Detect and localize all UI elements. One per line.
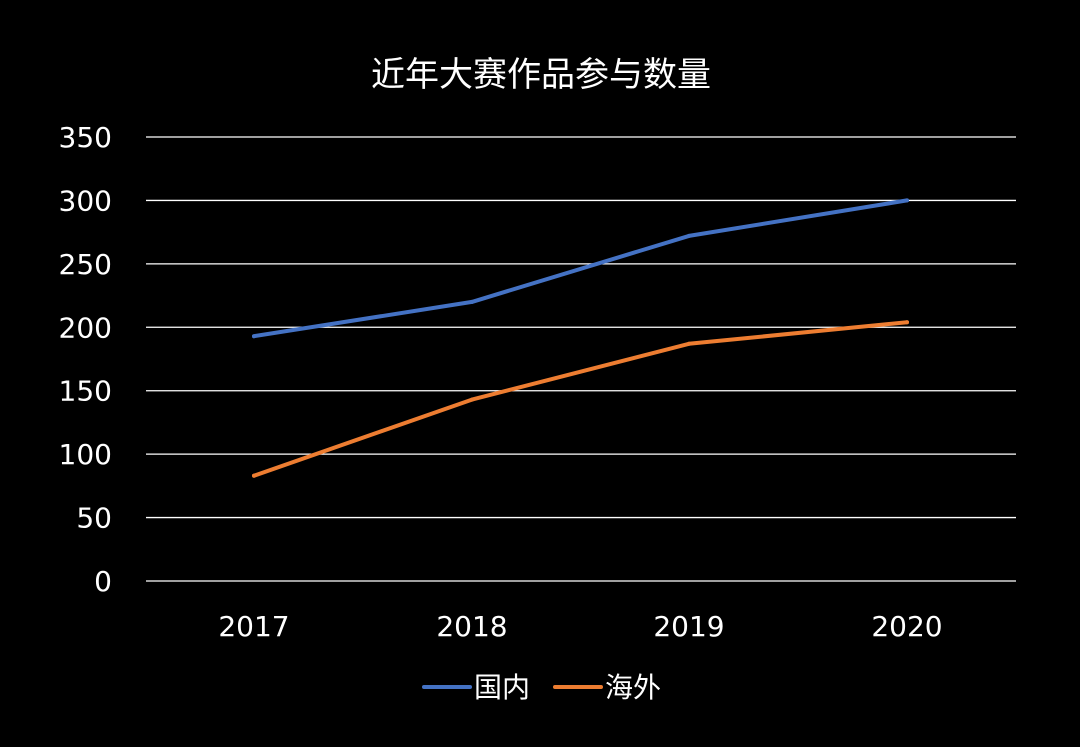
data-point xyxy=(470,299,474,304)
legend: 国内 海外 xyxy=(422,671,661,704)
y-tick-label: 50 xyxy=(76,502,112,535)
y-tick-label: 100 xyxy=(59,438,112,471)
gridlines xyxy=(146,136,1016,582)
data-point xyxy=(905,198,909,203)
y-axis-ticks: 0 50 100 150 200 250 300 350 xyxy=(59,121,112,598)
y-tick-label: 0 xyxy=(94,565,112,598)
legend-label: 海外 xyxy=(605,671,661,704)
x-axis-ticks: 2017 2018 2019 2020 xyxy=(218,610,942,643)
legend-label: 国内 xyxy=(474,671,530,704)
y-tick-label: 300 xyxy=(59,184,112,217)
y-tick-label: 150 xyxy=(59,375,112,408)
series-lines xyxy=(252,198,909,478)
y-tick-label: 350 xyxy=(59,121,112,154)
y-tick-label: 250 xyxy=(59,248,112,281)
data-point xyxy=(470,397,474,402)
y-tick-label: 200 xyxy=(59,311,112,344)
data-point xyxy=(252,473,256,478)
series-line-1 xyxy=(252,320,909,478)
data-point xyxy=(905,320,909,325)
x-tick-label: 2017 xyxy=(218,610,289,643)
chart-title: 近年大赛作品参与数量 xyxy=(371,55,711,95)
data-point xyxy=(687,341,691,346)
data-point xyxy=(687,233,691,238)
x-tick-label: 2020 xyxy=(871,610,942,643)
series-line-0 xyxy=(252,198,909,339)
data-point xyxy=(252,334,256,339)
x-tick-label: 2019 xyxy=(653,610,724,643)
x-tick-label: 2018 xyxy=(436,610,507,643)
